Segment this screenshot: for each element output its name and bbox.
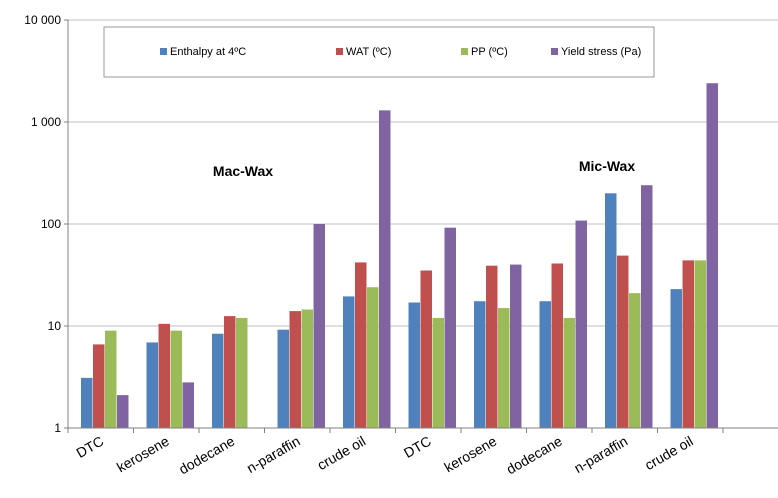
bar-yield-stress-pa-8 <box>641 185 653 428</box>
legend-swatch-pp <box>461 48 468 55</box>
bar-wat-c-9 <box>682 260 694 428</box>
bar-wat-c-1 <box>158 323 170 428</box>
bar-pp-c-4 <box>367 287 379 428</box>
bar-wat-c-0 <box>93 344 105 428</box>
bar-enthalpy-at-4-c-1 <box>146 342 158 428</box>
y-tick-label: 10 000 <box>24 13 61 27</box>
legend: Enthalpy at 4ºC WAT (ºC) PP (ºC) Yield s… <box>103 26 655 78</box>
bar-pp-c-8 <box>629 293 641 428</box>
bar-pp-c-0 <box>105 330 117 428</box>
y-tick-label: 10 <box>48 319 62 333</box>
x-tick-label: dodecane <box>176 433 237 478</box>
x-tick-label: n-paraffin <box>244 433 303 476</box>
bar-enthalpy-at-4-c-0 <box>81 377 93 428</box>
bar-wat-c-8 <box>617 255 629 428</box>
bar-yield-stress-pa-3 <box>313 224 325 428</box>
bar-enthalpy-at-4-c-7 <box>539 301 551 428</box>
bar-enthalpy-at-4-c-3 <box>277 329 289 428</box>
x-tick-label: DTC <box>401 433 434 461</box>
y-tick-label: 100 <box>41 217 61 231</box>
legend-swatch-enthalpy <box>160 48 167 55</box>
bar-yield-stress-pa-0 <box>117 395 129 428</box>
bar-pp-c-9 <box>694 260 706 428</box>
x-tick-label: dodecane <box>503 433 564 478</box>
bars <box>81 83 718 429</box>
y-tick-label: 1 000 <box>31 115 61 129</box>
x-tick-label: crude oil <box>642 433 696 473</box>
bar-wat-c-6 <box>486 265 498 428</box>
legend-label-yield-stress: Yield stress (Pa) <box>561 46 641 58</box>
legend-label-wat: WAT (ºC) <box>346 46 391 58</box>
bar-wat-c-3 <box>289 311 301 428</box>
bar-yield-stress-pa-7 <box>575 220 587 428</box>
bar-enthalpy-at-4-c-6 <box>474 301 486 428</box>
bar-enthalpy-at-4-c-5 <box>408 302 420 428</box>
bar-yield-stress-pa-9 <box>706 83 718 429</box>
x-tick-label: n-paraffin <box>571 433 630 476</box>
bar-pp-c-5 <box>432 317 444 428</box>
bar-yield-stress-pa-1 <box>182 382 194 428</box>
annotation-mic-wax: Mic-Wax <box>579 158 635 174</box>
bar-enthalpy-at-4-c-2 <box>212 333 224 428</box>
bar-yield-stress-pa-4 <box>379 110 391 428</box>
bar-pp-c-3 <box>301 309 313 428</box>
y-tick-label: 1 <box>54 421 61 435</box>
legend-box <box>103 26 655 78</box>
legend-label-pp: PP (ºC) <box>471 46 508 58</box>
bar-yield-stress-pa-5 <box>444 227 456 428</box>
bar-enthalpy-at-4-c-4 <box>343 296 355 428</box>
legend-label-enthalpy: Enthalpy at 4ºC <box>170 46 246 58</box>
x-tick-label: kerosene <box>441 433 499 476</box>
bar-pp-c-7 <box>563 317 575 428</box>
annotation-mac-wax: Mac-Wax <box>213 163 273 179</box>
bar-enthalpy-at-4-c-9 <box>670 289 682 428</box>
bar-pp-c-6 <box>498 308 510 428</box>
bar-wat-c-5 <box>420 270 432 428</box>
bar-wat-c-2 <box>224 316 236 428</box>
y-tick-labels: 1 10 100 1 000 10 000 <box>24 13 61 435</box>
x-tick-label: kerosene <box>114 433 172 476</box>
x-tick-labels: DTC kerosene dodecane n-paraffin crude oil DT… <box>73 433 695 478</box>
bar-yield-stress-pa-6 <box>510 264 522 428</box>
bar-wat-c-7 <box>551 263 563 428</box>
bar-enthalpy-at-4-c-8 <box>605 193 617 428</box>
bar-wat-c-4 <box>355 262 367 428</box>
bar-pp-c-1 <box>170 330 182 428</box>
legend-swatch-yield-stress <box>551 48 558 55</box>
axes <box>64 19 778 433</box>
x-tick-label: DTC <box>73 433 106 461</box>
bar-pp-c-2 <box>236 317 248 428</box>
x-tick-label: crude oil <box>314 433 368 473</box>
legend-swatch-wat <box>336 48 343 55</box>
